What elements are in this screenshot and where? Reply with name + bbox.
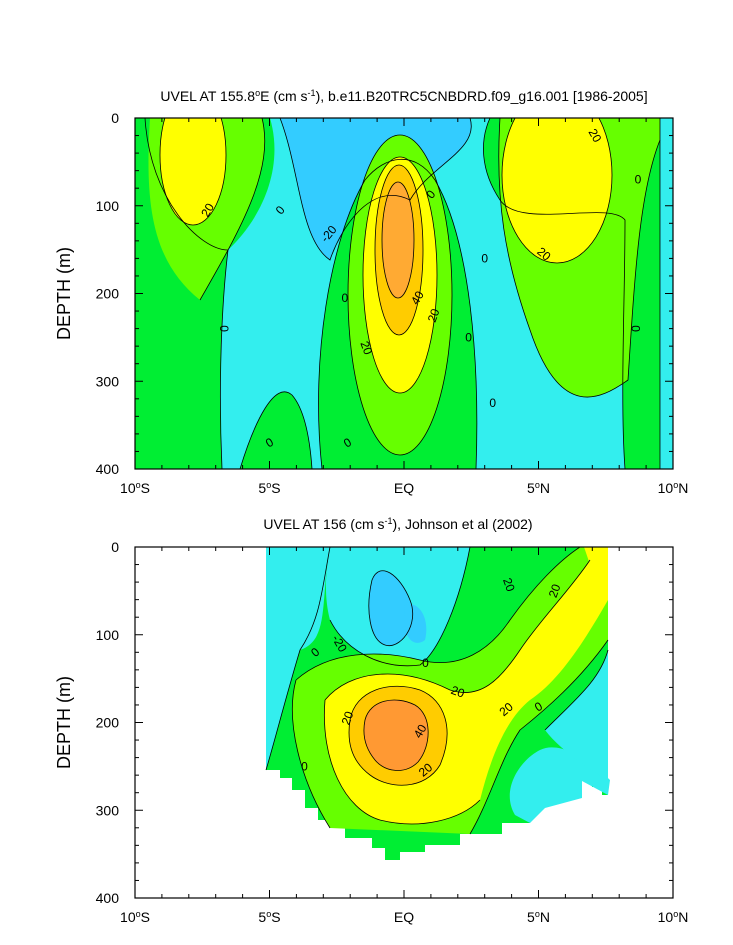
top-y-tick-label: 100 — [96, 198, 120, 214]
bottom-y-tick-label: 300 — [96, 802, 120, 818]
top-contour-label: 20 — [586, 126, 605, 145]
bottom-y-axis-label: DEPTH (m) — [54, 676, 74, 769]
bottom-panel: UVEL AT 156 (cm s-1), Johnson et al (200… — [54, 516, 688, 925]
bottom-y-tick-label: 400 — [96, 890, 120, 906]
bottom-contour-label: 20 — [546, 582, 564, 600]
top-contour-label: 0 — [481, 251, 488, 265]
bottom-y-tick-label: 200 — [96, 715, 120, 731]
bottom-contour-label: 20 — [500, 576, 518, 594]
top-contour-label: 0 — [628, 325, 642, 332]
top-contour-lines — [144, 118, 661, 469]
top-contour-label: 0 — [635, 172, 642, 186]
top-panel: UVEL AT 155.8oE (cm s-1), b.e11.B20TRC5C… — [54, 88, 689, 496]
top-x-tick-label: 10oS — [120, 480, 150, 496]
bottom-contour-label: 20 — [339, 709, 357, 727]
top-contour-label: 0 — [341, 291, 348, 305]
bottom-x-tick-label: 5oS — [258, 909, 280, 925]
bottom-contour-label: 40 — [411, 722, 430, 741]
top-y-tick-label: 0 — [111, 110, 119, 126]
bottom-contour-label: 0 — [301, 759, 308, 773]
top-contour-label: 20 — [425, 306, 443, 324]
top-y-tick-label: 200 — [96, 286, 120, 302]
top-x-tick-label: EQ — [394, 480, 414, 496]
bottom-contour-lines — [265, 547, 609, 835]
bottom-x-tick-label: 10oS — [120, 909, 150, 925]
bottom-contour-field — [266, 547, 610, 860]
top-x-tick-label: 5oN — [527, 480, 550, 496]
bottom-y-tick-label: 0 — [111, 539, 119, 555]
bottom-x-tick-label: 10oN — [658, 909, 689, 925]
top-x-tick-label: 5oS — [258, 480, 280, 496]
top-y-tick-label: 400 — [96, 461, 120, 477]
bottom-x-tick-label: 5oN — [527, 909, 550, 925]
top-panel-title: UVEL AT 155.8oE (cm s-1), b.e11.B20TRC5C… — [160, 88, 647, 104]
top-y-axis-label: DEPTH (m) — [54, 247, 74, 340]
top-contour-label: 20 — [357, 339, 375, 357]
bottom-contour-label: 0 — [422, 656, 429, 670]
top-x-tick-label: 10oN — [658, 480, 689, 496]
bottom-y-tick-label: 100 — [96, 627, 120, 643]
top-contour-label: 0 — [489, 396, 496, 410]
top-contour-field — [135, 118, 673, 469]
bottom-x-tick-label: EQ — [394, 909, 414, 925]
top-contour-label: 0 — [217, 325, 231, 332]
top-y-tick-label: 300 — [96, 373, 120, 389]
top-contour-label: 0 — [465, 330, 472, 344]
top-contour-label: 40 — [408, 288, 427, 307]
bottom-contour-label: 20 — [449, 683, 467, 701]
bottom-panel-title: UVEL AT 156 (cm s-1), Johnson et al (200… — [263, 516, 532, 532]
top-contour-label: 20 — [198, 201, 217, 220]
